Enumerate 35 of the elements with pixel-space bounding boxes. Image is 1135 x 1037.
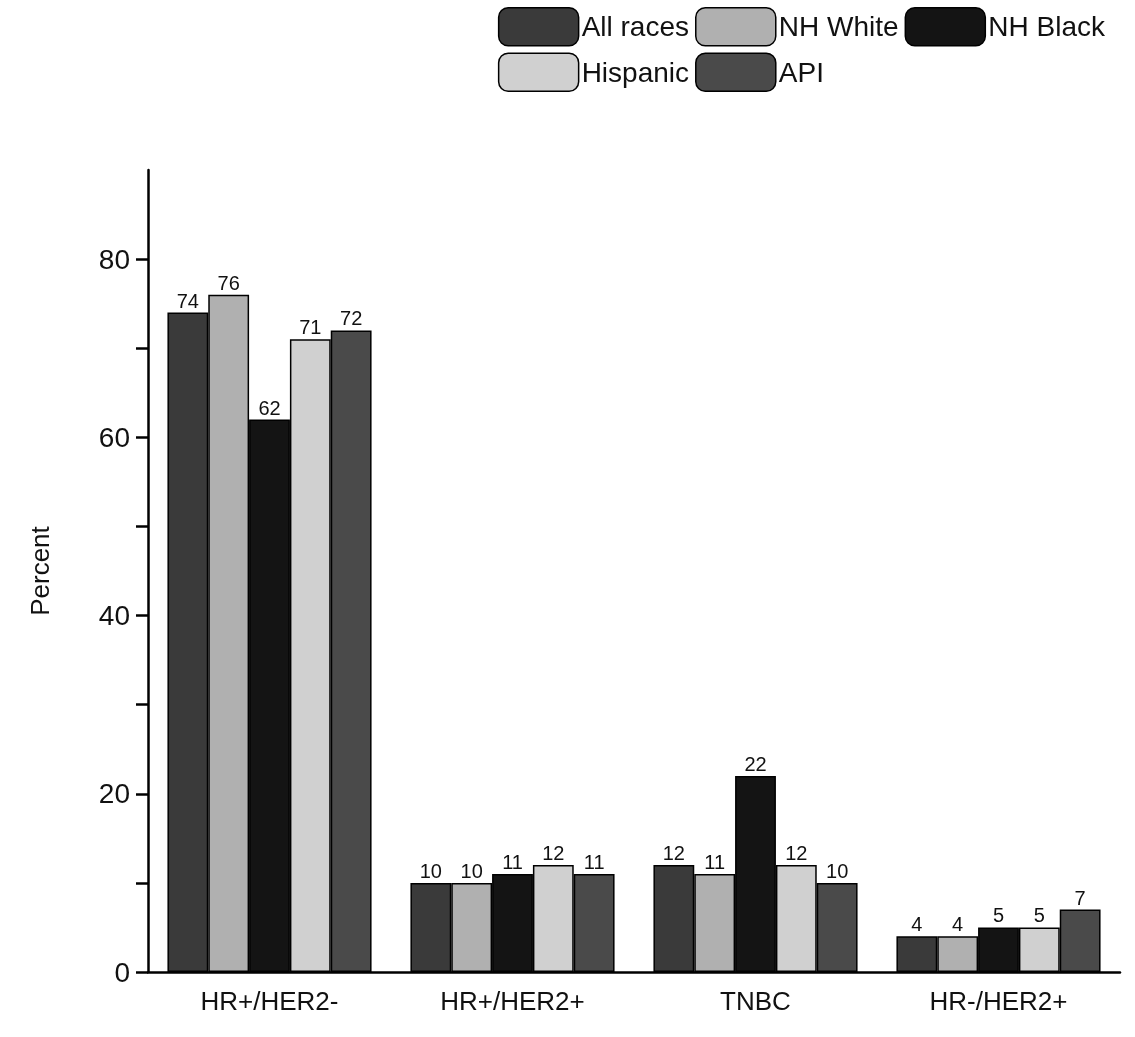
data-label: 11 — [502, 850, 523, 873]
x-tick-label: HR+/HER2- — [200, 986, 339, 1016]
data-label: 72 — [340, 307, 363, 330]
y-tick-label: 60 — [98, 421, 130, 453]
data-label: 71 — [299, 316, 322, 339]
data-label: 11 — [583, 850, 605, 873]
x-tick-label: HR+/HER2+ — [440, 986, 585, 1016]
legend-label: NH White — [778, 11, 899, 43]
legend-label: All races — [581, 11, 690, 43]
data-label: 10 — [826, 859, 849, 882]
y-tick-label: 20 — [98, 778, 130, 810]
y-tick-label: 80 — [98, 243, 130, 275]
data-label: 5 — [992, 904, 1005, 927]
legend-label: Hispanic — [581, 56, 690, 88]
data-label: 76 — [217, 271, 240, 294]
data-label: 4 — [952, 913, 964, 936]
legend-label: NH Black — [988, 11, 1106, 43]
x-tick-label: TNBC — [720, 986, 791, 1016]
data-label: 11 — [704, 850, 726, 873]
data-label: 12 — [542, 842, 565, 865]
data-label: 62 — [258, 396, 281, 419]
data-label: 12 — [785, 842, 808, 865]
data-label: 22 — [744, 752, 767, 775]
y-tick-label: 40 — [98, 600, 130, 632]
y-axis-title: Percent — [25, 525, 55, 616]
legend-label: API — [778, 56, 824, 88]
data-label: 10 — [419, 859, 442, 882]
data-label: 12 — [662, 842, 685, 865]
data-label: 7 — [1074, 886, 1086, 909]
y-tick-label: 0 — [114, 956, 130, 988]
data-label: 10 — [460, 859, 483, 882]
data-label: 74 — [176, 289, 199, 312]
data-label: 5 — [1033, 904, 1045, 927]
x-tick-label: HR-/HER2+ — [929, 986, 1068, 1016]
data-label: 4 — [911, 913, 923, 936]
